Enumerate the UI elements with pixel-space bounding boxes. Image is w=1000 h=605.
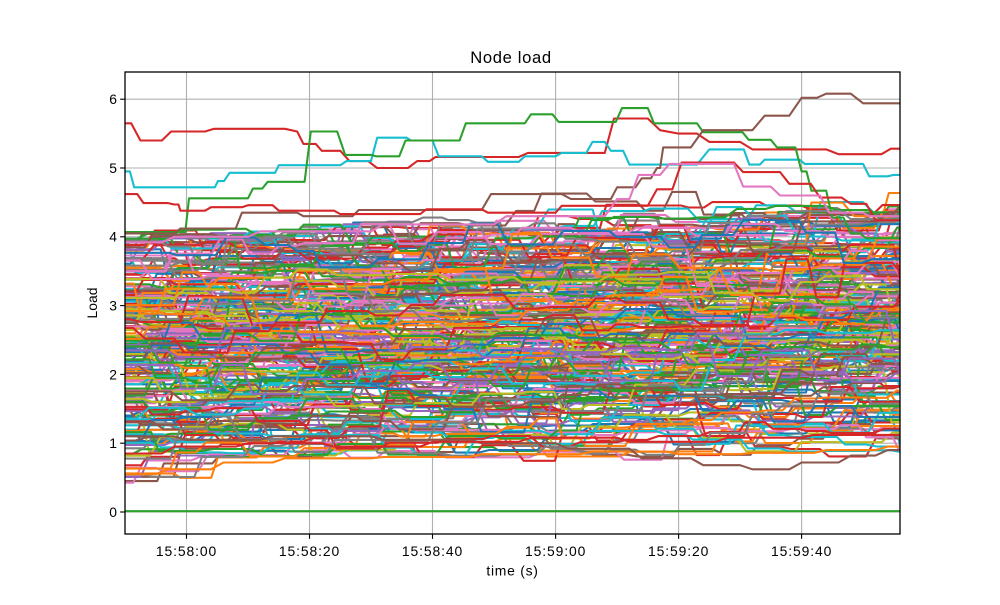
svg-text:5: 5 <box>109 160 117 176</box>
svg-text:Load: Load <box>84 288 100 319</box>
svg-text:Node load: Node load <box>470 48 552 67</box>
svg-text:time (s): time (s) <box>486 563 538 579</box>
svg-text:4: 4 <box>109 229 117 245</box>
svg-text:2: 2 <box>109 366 117 382</box>
svg-text:15:58:00: 15:58:00 <box>156 543 217 559</box>
svg-text:15:59:40: 15:59:40 <box>771 543 832 559</box>
svg-text:15:58:20: 15:58:20 <box>279 543 340 559</box>
svg-text:1: 1 <box>109 435 117 451</box>
svg-text:6: 6 <box>109 91 117 107</box>
svg-text:0: 0 <box>109 504 117 520</box>
svg-text:15:59:20: 15:59:20 <box>648 543 709 559</box>
svg-text:15:59:00: 15:59:00 <box>525 543 586 559</box>
svg-text:3: 3 <box>109 298 117 314</box>
svg-text:15:58:40: 15:58:40 <box>402 543 463 559</box>
